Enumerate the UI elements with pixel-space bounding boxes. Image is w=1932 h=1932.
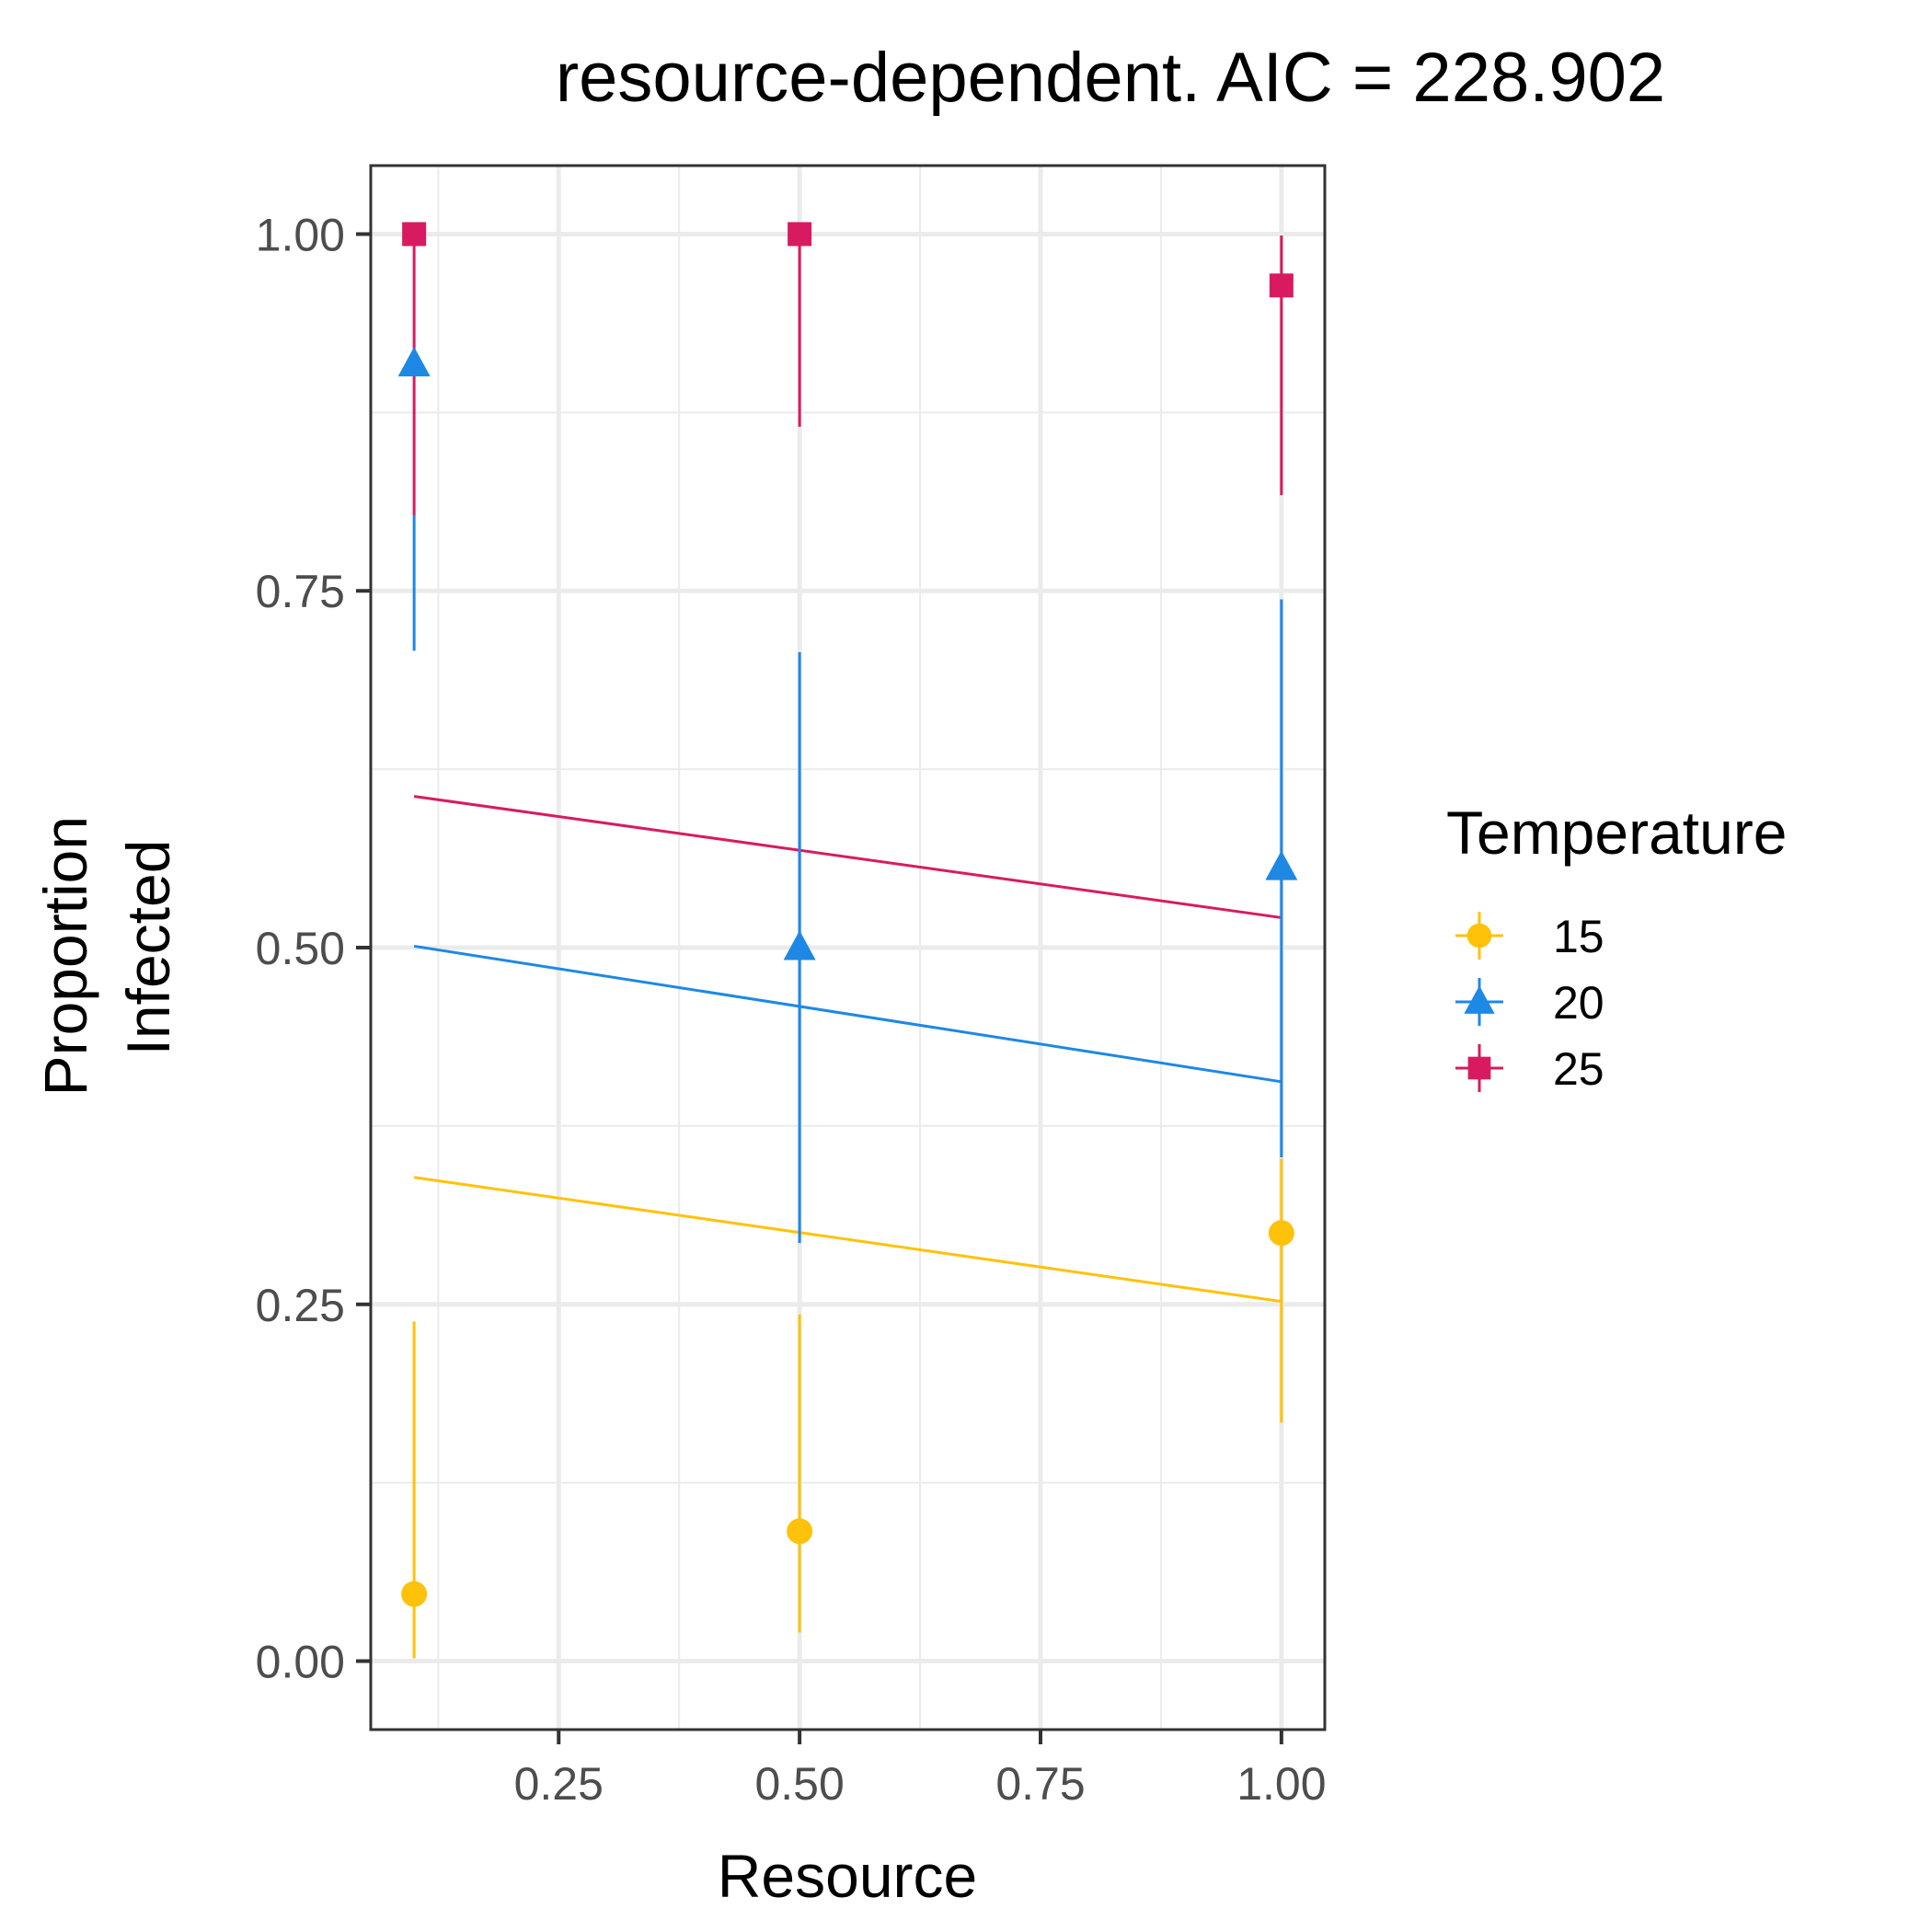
chart-title: resource-dependent. AIC = 228.902 — [556, 39, 1665, 117]
x-tick-label: 1.00 — [1236, 1758, 1326, 1810]
data-point-20-1 — [783, 930, 816, 960]
legend-item-20: 20 — [1455, 977, 1604, 1029]
axes: 0.00 0.25 0.50 0.75 1.00 0.25 0.50 0.75 1.00 — [256, 209, 1327, 1810]
data-point-20-0 — [397, 347, 431, 377]
legend-items: 15 20 25 — [1455, 911, 1604, 1095]
fit-lines — [413, 795, 1282, 1304]
data-points — [397, 222, 1298, 1607]
data-point-25-0 — [402, 222, 427, 247]
y-tick-label: 0.00 — [256, 1637, 345, 1688]
legend-item-15: 15 — [1455, 911, 1604, 962]
data-point-25-2 — [1269, 273, 1294, 298]
data-point-20-2 — [1265, 850, 1298, 880]
y-tick-label: 0.25 — [256, 1280, 345, 1331]
data-point-25-1 — [788, 222, 812, 247]
legend-marker-25 — [1467, 1056, 1491, 1080]
x-tick-label: 0.50 — [754, 1758, 844, 1810]
x-tick-label: 0.75 — [995, 1758, 1085, 1810]
fit-line-20 — [413, 944, 1282, 1084]
y-tick-label: 0.50 — [256, 923, 345, 974]
legend-label-25: 25 — [1553, 1043, 1604, 1095]
data-point-15-0 — [401, 1581, 428, 1607]
y-axis-title: Proportion Infected — [31, 799, 182, 1097]
legend: Temperature 15 20 25 — [1446, 799, 1788, 1095]
y-axis-title-line-1: Proportion — [31, 816, 99, 1097]
data-point-15-1 — [787, 1518, 813, 1545]
legend-marker-20 — [1464, 985, 1495, 1014]
y-axis-title-line-2: Infected — [114, 840, 182, 1056]
legend-title: Temperature — [1446, 799, 1788, 867]
legend-label-20: 20 — [1553, 977, 1604, 1029]
fit-line-25 — [413, 795, 1282, 919]
x-tick-label: 0.25 — [514, 1758, 604, 1810]
data-point-15-2 — [1268, 1220, 1294, 1247]
legend-label-15: 15 — [1553, 911, 1604, 962]
y-tick-label: 0.75 — [256, 566, 345, 617]
legend-item-25: 25 — [1455, 1043, 1604, 1095]
x-axis-title: Resource — [718, 1842, 977, 1910]
y-tick-label: 1.00 — [256, 209, 345, 260]
legend-marker-15 — [1466, 923, 1492, 949]
fit-line-15 — [413, 1176, 1282, 1304]
